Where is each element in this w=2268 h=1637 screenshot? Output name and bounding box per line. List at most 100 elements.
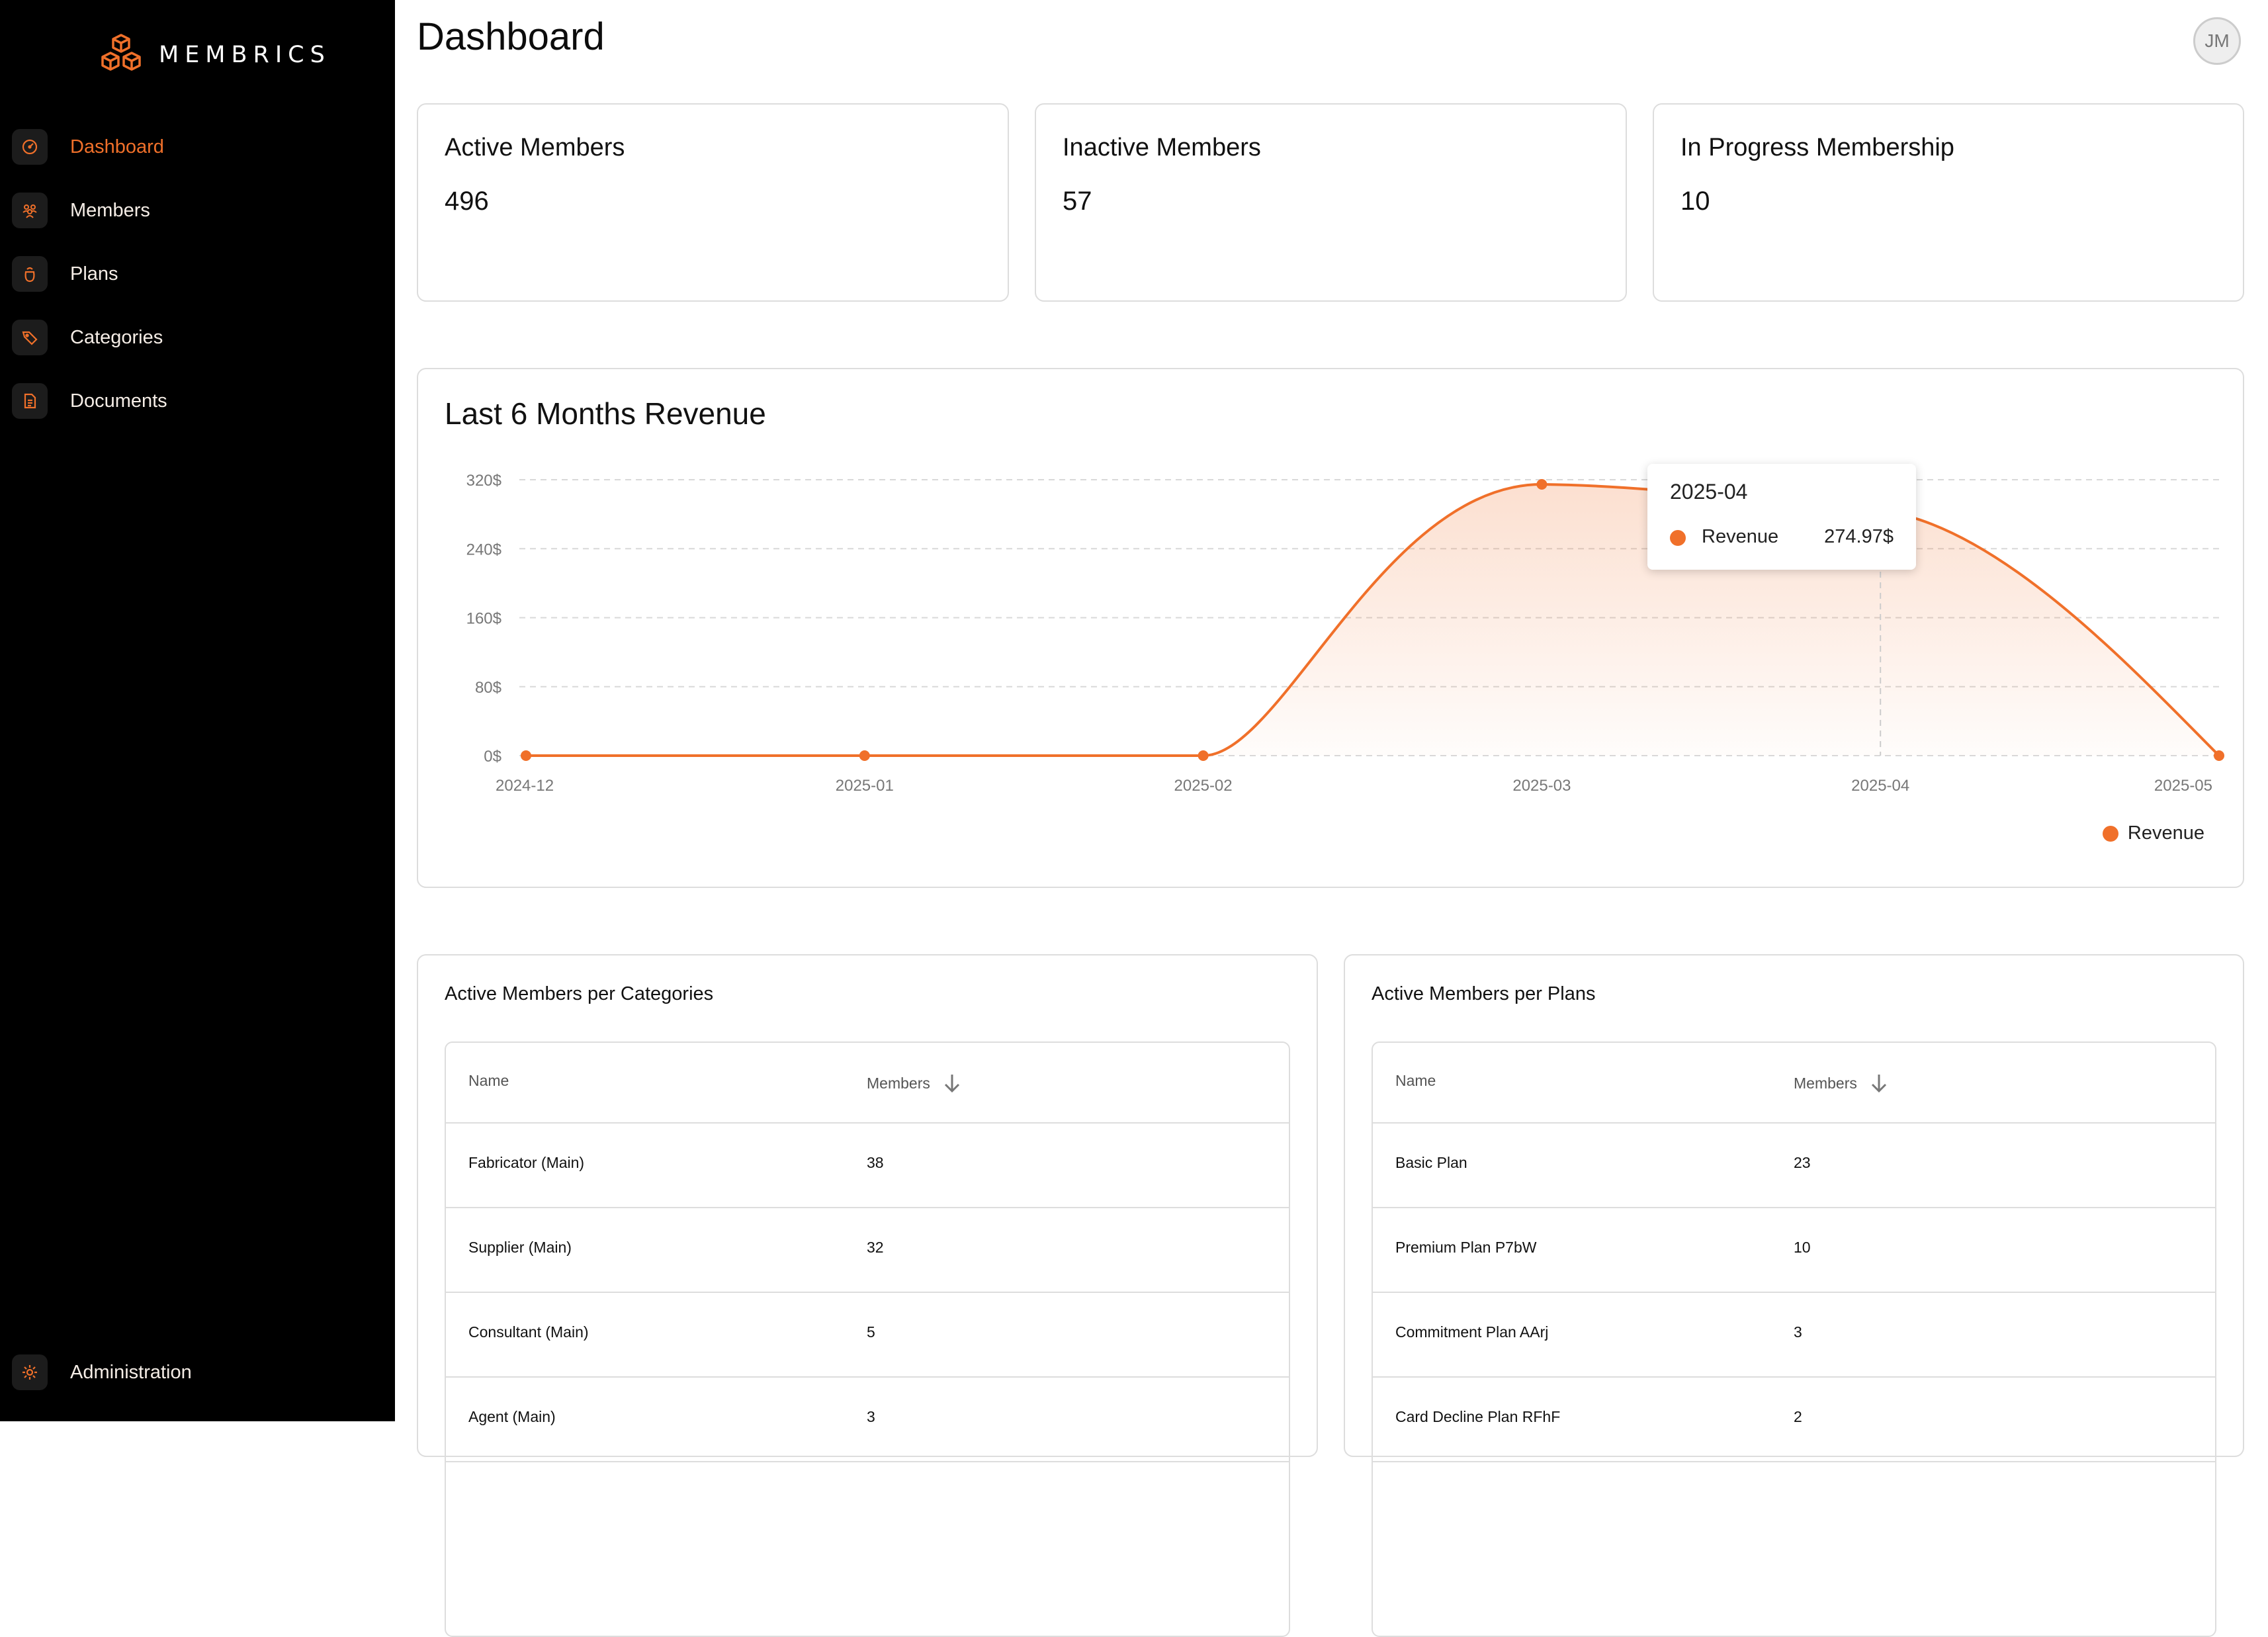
- cell-name: Fabricator (Main): [468, 1154, 585, 1171]
- sidebar-item-plans[interactable]: Plans: [12, 254, 118, 294]
- chart-tooltip: 2025-04 Revenue 274.97$: [1647, 464, 1916, 570]
- tag-icon: [12, 320, 48, 355]
- y-tick-label: 240$: [466, 541, 502, 558]
- cell-name: Commitment Plan AArj: [1395, 1323, 1549, 1341]
- x-tick-label: 2025-02: [1174, 777, 1233, 795]
- page-title: Dashboard: [417, 15, 605, 58]
- cell-name: Consultant (Main): [468, 1323, 589, 1341]
- cubes-logo-icon: [101, 34, 141, 71]
- stat-value: 496: [445, 187, 489, 216]
- plans-table-card: Active Members per Plans Name Members Ba…: [1344, 954, 2244, 1637]
- x-tick-label: 2025-05: [2154, 777, 2212, 795]
- column-header-members[interactable]: Members: [1794, 1072, 1890, 1094]
- user-avatar[interactable]: JM: [2193, 17, 2241, 65]
- table-row[interactable]: Supplier (Main) 32: [446, 1207, 1289, 1293]
- data-point: [1198, 750, 1209, 761]
- brand-name: MEMBRICS: [159, 42, 331, 68]
- table-row[interactable]: Consultant (Main) 5: [446, 1292, 1289, 1378]
- tooltip-value: 274.97$: [1824, 526, 1894, 547]
- data-point: [521, 750, 531, 761]
- gauge-icon: [12, 129, 48, 165]
- cell-members: 32: [867, 1239, 884, 1256]
- legend-dot: [2102, 825, 2118, 842]
- sidebar-item-documents[interactable]: Documents: [12, 381, 167, 421]
- categories-table-card: Active Members per Categories Name Membe…: [417, 954, 1318, 1637]
- cell-members: 38: [867, 1154, 884, 1171]
- y-tick-label: 0$: [484, 748, 502, 766]
- cell-members: 3: [867, 1408, 875, 1425]
- cell-name: Basic Plan: [1395, 1154, 1467, 1171]
- revenue-chart[interactable]: 0$ 80$ 160$ 240$ 320$ 2024-12 2025-01 2025-02 20…: [418, 369, 2246, 889]
- cell-name: Agent (Main): [468, 1408, 556, 1425]
- cell-members: 5: [867, 1323, 875, 1341]
- x-tick-label: 2024-12: [496, 777, 554, 795]
- chart-legend[interactable]: Revenue: [2102, 822, 2204, 844]
- brand-logo[interactable]: MEMBRICS: [97, 33, 331, 77]
- column-header-members[interactable]: Members: [867, 1072, 963, 1094]
- gear-icon: [12, 1354, 48, 1390]
- sidebar-item-label: Administration: [70, 1361, 192, 1383]
- y-tick-label: 320$: [466, 472, 502, 490]
- x-tick-label: 2025-03: [1512, 777, 1571, 795]
- table-header: Name Members: [446, 1043, 1289, 1124]
- data-point: [2214, 750, 2224, 761]
- table-row[interactable]: Fabricator (Main) 38: [446, 1122, 1289, 1208]
- table-row[interactable]: Basic Plan 23: [1373, 1122, 2215, 1208]
- sidebar-item-label: Categories: [70, 326, 163, 348]
- tooltip-title: 2025-04: [1670, 480, 1748, 504]
- stat-card-in-progress-membership: In Progress Membership 10: [1653, 103, 2244, 302]
- column-header-label: Members: [867, 1074, 930, 1092]
- categories-table: Name Members Fabricator (Main) 38 Suppli…: [445, 1041, 1290, 1637]
- stat-title: Inactive Members: [1063, 134, 1261, 161]
- stat-card-inactive-members: Inactive Members 57: [1035, 103, 1627, 302]
- stat-value: 57: [1063, 187, 1092, 216]
- sidebar-item-dashboard[interactable]: Dashboard: [12, 127, 164, 167]
- sidebar: MEMBRICS Dashboard Members Plans Categor…: [0, 0, 395, 1421]
- chart-title: Last 6 Months Revenue: [445, 396, 766, 431]
- sidebar-item-members[interactable]: Members: [12, 191, 150, 230]
- y-tick-label: 80$: [475, 679, 502, 697]
- data-point: [859, 750, 870, 761]
- table-title: Active Members per Categories: [445, 983, 714, 1004]
- stat-title: In Progress Membership: [1680, 134, 1954, 161]
- legend-label: Revenue: [2127, 822, 2204, 844]
- sort-down-arrow-icon: [1871, 1075, 1886, 1093]
- plans-table: Name Members Basic Plan 23 Premium Plan …: [1372, 1041, 2216, 1637]
- users-icon: [12, 193, 48, 228]
- table-row[interactable]: Card Decline Plan RFhF 2: [1373, 1376, 2215, 1462]
- column-header-label: Members: [1794, 1074, 1857, 1092]
- revenue-chart-card: Last 6 Months Revenue 0$ 80$ 160$ 240$ 320$ 2…: [417, 368, 2244, 888]
- stat-value: 10: [1680, 187, 1710, 216]
- sidebar-item-administration[interactable]: Administration: [12, 1352, 192, 1392]
- stat-card-active-members: Active Members 496: [417, 103, 1009, 302]
- tooltip-series-dot: [1670, 530, 1686, 546]
- document-icon: [12, 383, 48, 419]
- x-tick-label: 2025-01: [836, 777, 894, 795]
- x-tick-label: 2025-04: [1851, 777, 1909, 795]
- series-area: [526, 484, 2219, 756]
- cell-name: Supplier (Main): [468, 1239, 572, 1256]
- sidebar-item-label: Plans: [70, 263, 118, 285]
- cell-members: 3: [1794, 1323, 1802, 1341]
- column-header-name[interactable]: Name: [468, 1072, 509, 1089]
- table-row[interactable]: Commitment Plan AArj 3: [1373, 1292, 2215, 1378]
- sort-down-arrow-icon: [944, 1075, 959, 1093]
- table-title: Active Members per Plans: [1372, 983, 1596, 1004]
- cell-name: Premium Plan P7bW: [1395, 1239, 1537, 1256]
- column-header-name[interactable]: Name: [1395, 1072, 1436, 1089]
- sidebar-item-label: Documents: [70, 390, 167, 412]
- tooltip-series-name: Revenue: [1702, 526, 1779, 547]
- y-tick-label: 160$: [466, 610, 502, 628]
- cell-members: 23: [1794, 1154, 1811, 1171]
- data-point: [1536, 479, 1548, 490]
- cell-name: Card Decline Plan RFhF: [1395, 1408, 1561, 1425]
- table-row[interactable]: Agent (Main) 3: [446, 1376, 1289, 1462]
- table-header: Name Members: [1373, 1043, 2215, 1124]
- stat-title: Active Members: [445, 134, 625, 161]
- table-row[interactable]: Premium Plan P7bW 10: [1373, 1207, 2215, 1293]
- sidebar-item-label: Members: [70, 199, 150, 221]
- bag-icon: [12, 256, 48, 292]
- cell-members: 2: [1794, 1408, 1802, 1425]
- sidebar-item-categories[interactable]: Categories: [12, 318, 163, 357]
- sidebar-item-label: Dashboard: [70, 136, 164, 157]
